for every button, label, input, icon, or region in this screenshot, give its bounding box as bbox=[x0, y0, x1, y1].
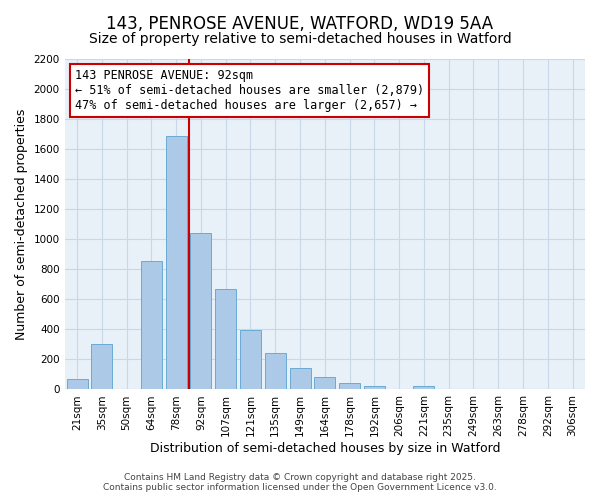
Bar bbox=[314, 378, 335, 390]
Bar bbox=[364, 386, 385, 390]
Bar bbox=[265, 352, 286, 390]
Text: 143 PENROSE AVENUE: 92sqm
← 51% of semi-detached houses are smaller (2,879)
47% : 143 PENROSE AVENUE: 92sqm ← 51% of semi-… bbox=[75, 69, 424, 112]
Bar bbox=[240, 330, 261, 390]
Bar bbox=[166, 136, 187, 390]
Text: Size of property relative to semi-detached houses in Watford: Size of property relative to semi-detach… bbox=[89, 32, 511, 46]
Bar bbox=[413, 386, 434, 390]
Bar bbox=[190, 233, 211, 390]
X-axis label: Distribution of semi-detached houses by size in Watford: Distribution of semi-detached houses by … bbox=[149, 442, 500, 455]
Bar bbox=[67, 379, 88, 390]
Text: 143, PENROSE AVENUE, WATFORD, WD19 5AA: 143, PENROSE AVENUE, WATFORD, WD19 5AA bbox=[106, 15, 494, 33]
Bar bbox=[91, 344, 112, 390]
Bar bbox=[290, 368, 311, 390]
Bar bbox=[562, 388, 583, 390]
Bar bbox=[141, 261, 162, 390]
Text: Contains HM Land Registry data © Crown copyright and database right 2025.
Contai: Contains HM Land Registry data © Crown c… bbox=[103, 473, 497, 492]
Bar bbox=[215, 289, 236, 390]
Y-axis label: Number of semi-detached properties: Number of semi-detached properties bbox=[15, 108, 28, 340]
Bar bbox=[339, 384, 360, 390]
